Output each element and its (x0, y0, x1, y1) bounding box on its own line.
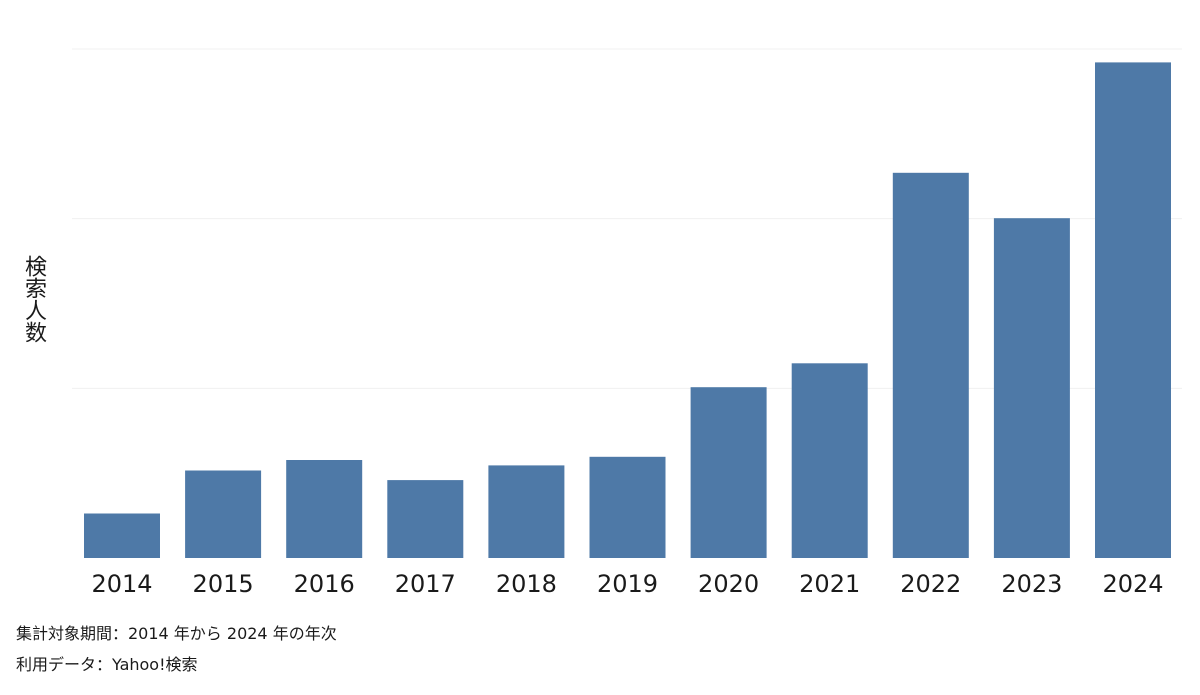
bar-2024 (1095, 62, 1171, 559)
bar-2020 (690, 387, 767, 558)
x-tick-label: 2024 (1102, 570, 1163, 598)
bar-2015 (185, 470, 262, 558)
x-tick-label: 2014 (91, 570, 152, 598)
x-tick-label: 2022 (900, 570, 961, 598)
x-tick-label: 2015 (193, 570, 254, 598)
bar-chart: 2014 2015 2016 2017 2018 2019 2020 2021 2022 2023… (72, 48, 1182, 598)
x-tick-label: 2021 (799, 570, 860, 598)
x-tick-label: 2016 (294, 570, 355, 598)
x-tick-label: 2017 (395, 570, 456, 598)
x-tick-label: 2019 (597, 570, 658, 598)
bar-2018 (488, 465, 565, 558)
y-axis-label: 検索人数 (21, 255, 46, 343)
bar-2017 (387, 480, 464, 558)
bar-2023 (993, 218, 1070, 558)
bar-2021 (791, 363, 868, 558)
bar-2019 (589, 456, 666, 558)
x-tick-label: 2023 (1001, 570, 1062, 598)
footnote-source: 利用データ：Yahoo!検索 (16, 655, 198, 674)
bar-2022 (892, 172, 969, 559)
x-tick-label: 2020 (698, 570, 759, 598)
footnote-period: 集計対象期間：2014 年から 2024 年の年次 (16, 624, 337, 643)
x-tick-label: 2018 (496, 570, 557, 598)
bar-2016 (286, 460, 363, 558)
bar-2014 (84, 513, 160, 558)
